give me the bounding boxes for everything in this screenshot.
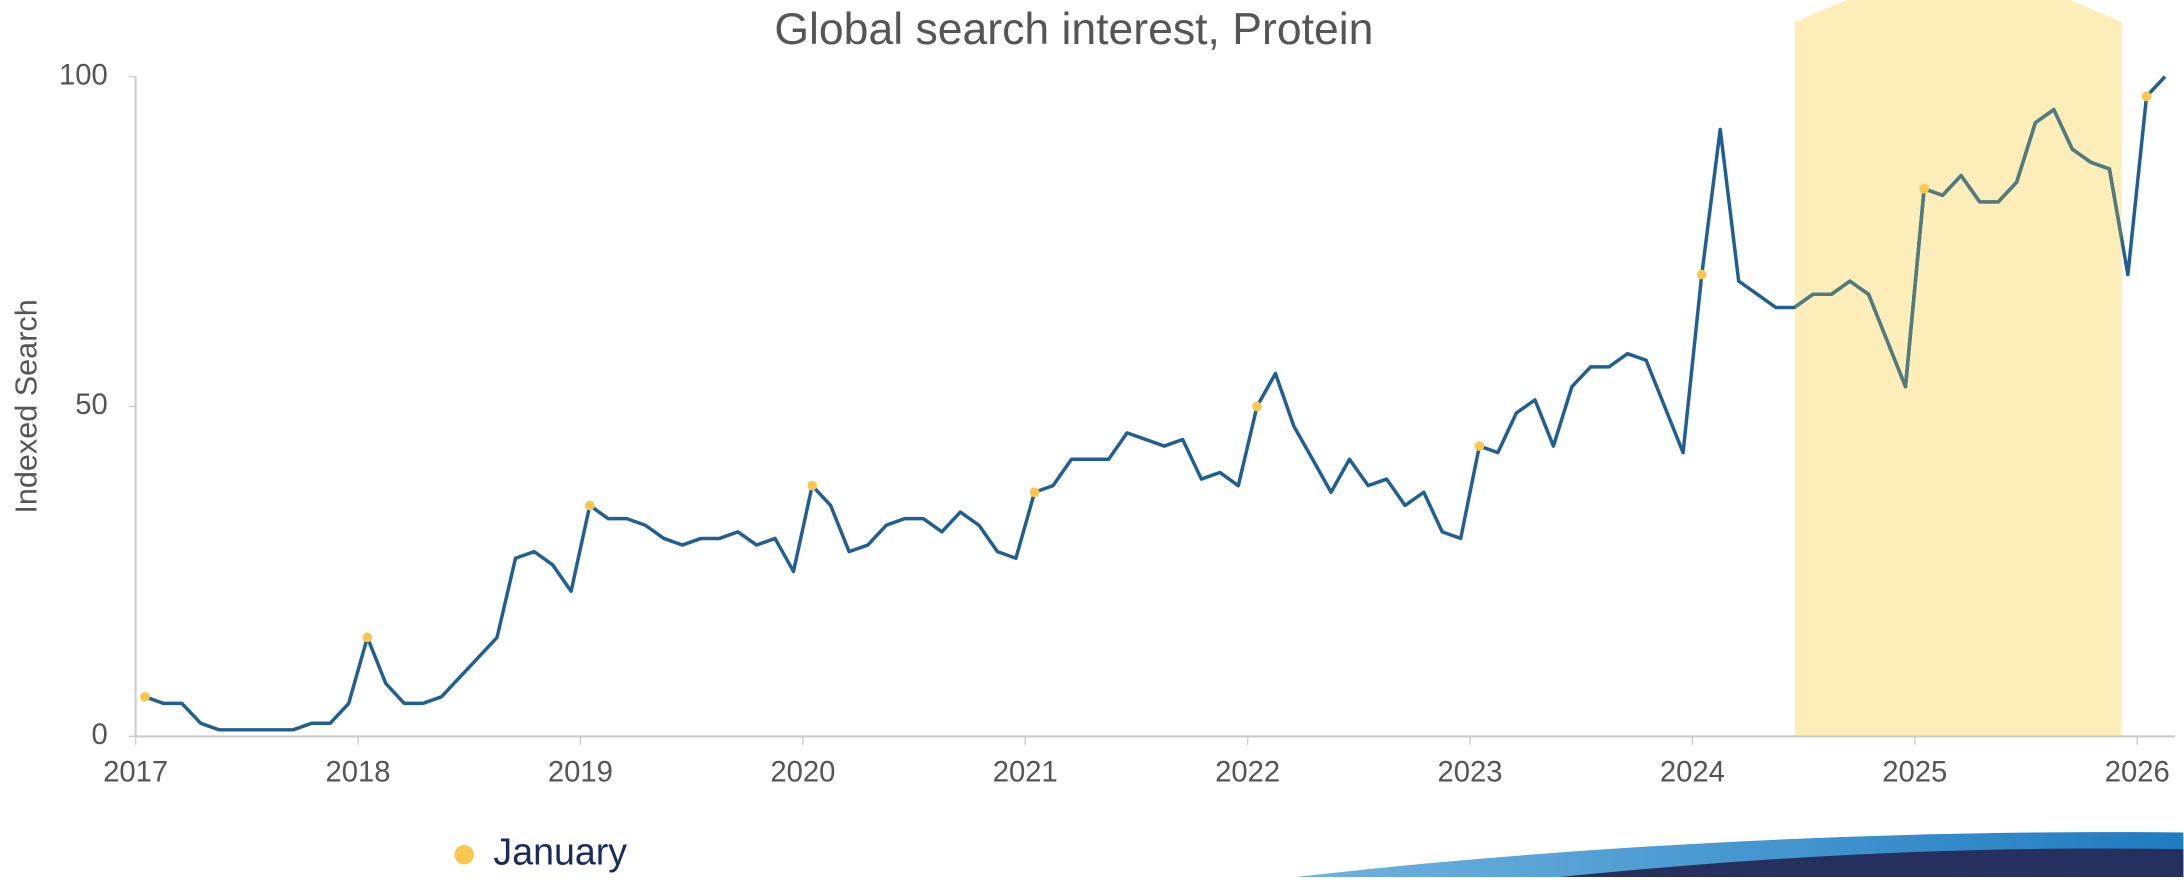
x-tick-label: 2024: [1660, 757, 1725, 789]
january-marker: [1474, 441, 1485, 451]
y-tick-label: 0: [92, 719, 108, 751]
highlight-band: [1794, 0, 2122, 737]
y-tick-label: 100: [59, 59, 108, 91]
x-tick-label: 2017: [103, 757, 168, 789]
x-tick-label: 2021: [993, 757, 1058, 789]
x-tick-label: 2020: [770, 757, 835, 789]
x-tick-label: 2025: [1882, 757, 1947, 789]
x-tick-label: 2026: [2105, 757, 2170, 789]
x-tick-label: 2023: [1438, 757, 1503, 789]
y-tick-label: 50: [75, 389, 108, 421]
january-marker: [1919, 183, 1930, 194]
plot-area: 0 50 100 2017 2018 2019 2020 2021 2022 2023 2024 20…: [59, 0, 2176, 789]
x-tick-label: 2018: [326, 757, 391, 789]
decoration: [1559, 848, 2184, 877]
january-marker: [1252, 401, 1262, 412]
series-line-highlighted: [1794, 107, 2122, 389]
x-tick-label: 2019: [548, 757, 613, 789]
january-marker: [1696, 269, 1707, 280]
legend-label: January: [493, 831, 627, 873]
y-axis-label: Indexed Search: [10, 299, 44, 513]
january-marker: [584, 500, 595, 511]
x-tick-label: 2022: [1215, 757, 1280, 789]
chart-title: Global search interest, Protein: [774, 5, 1373, 54]
january-marker: [807, 480, 818, 491]
january-marker: [1029, 487, 1040, 498]
january-marker: [140, 691, 150, 702]
january-marker: [362, 632, 373, 643]
legend-marker: [454, 844, 474, 865]
january-marker: [2141, 91, 2152, 102]
